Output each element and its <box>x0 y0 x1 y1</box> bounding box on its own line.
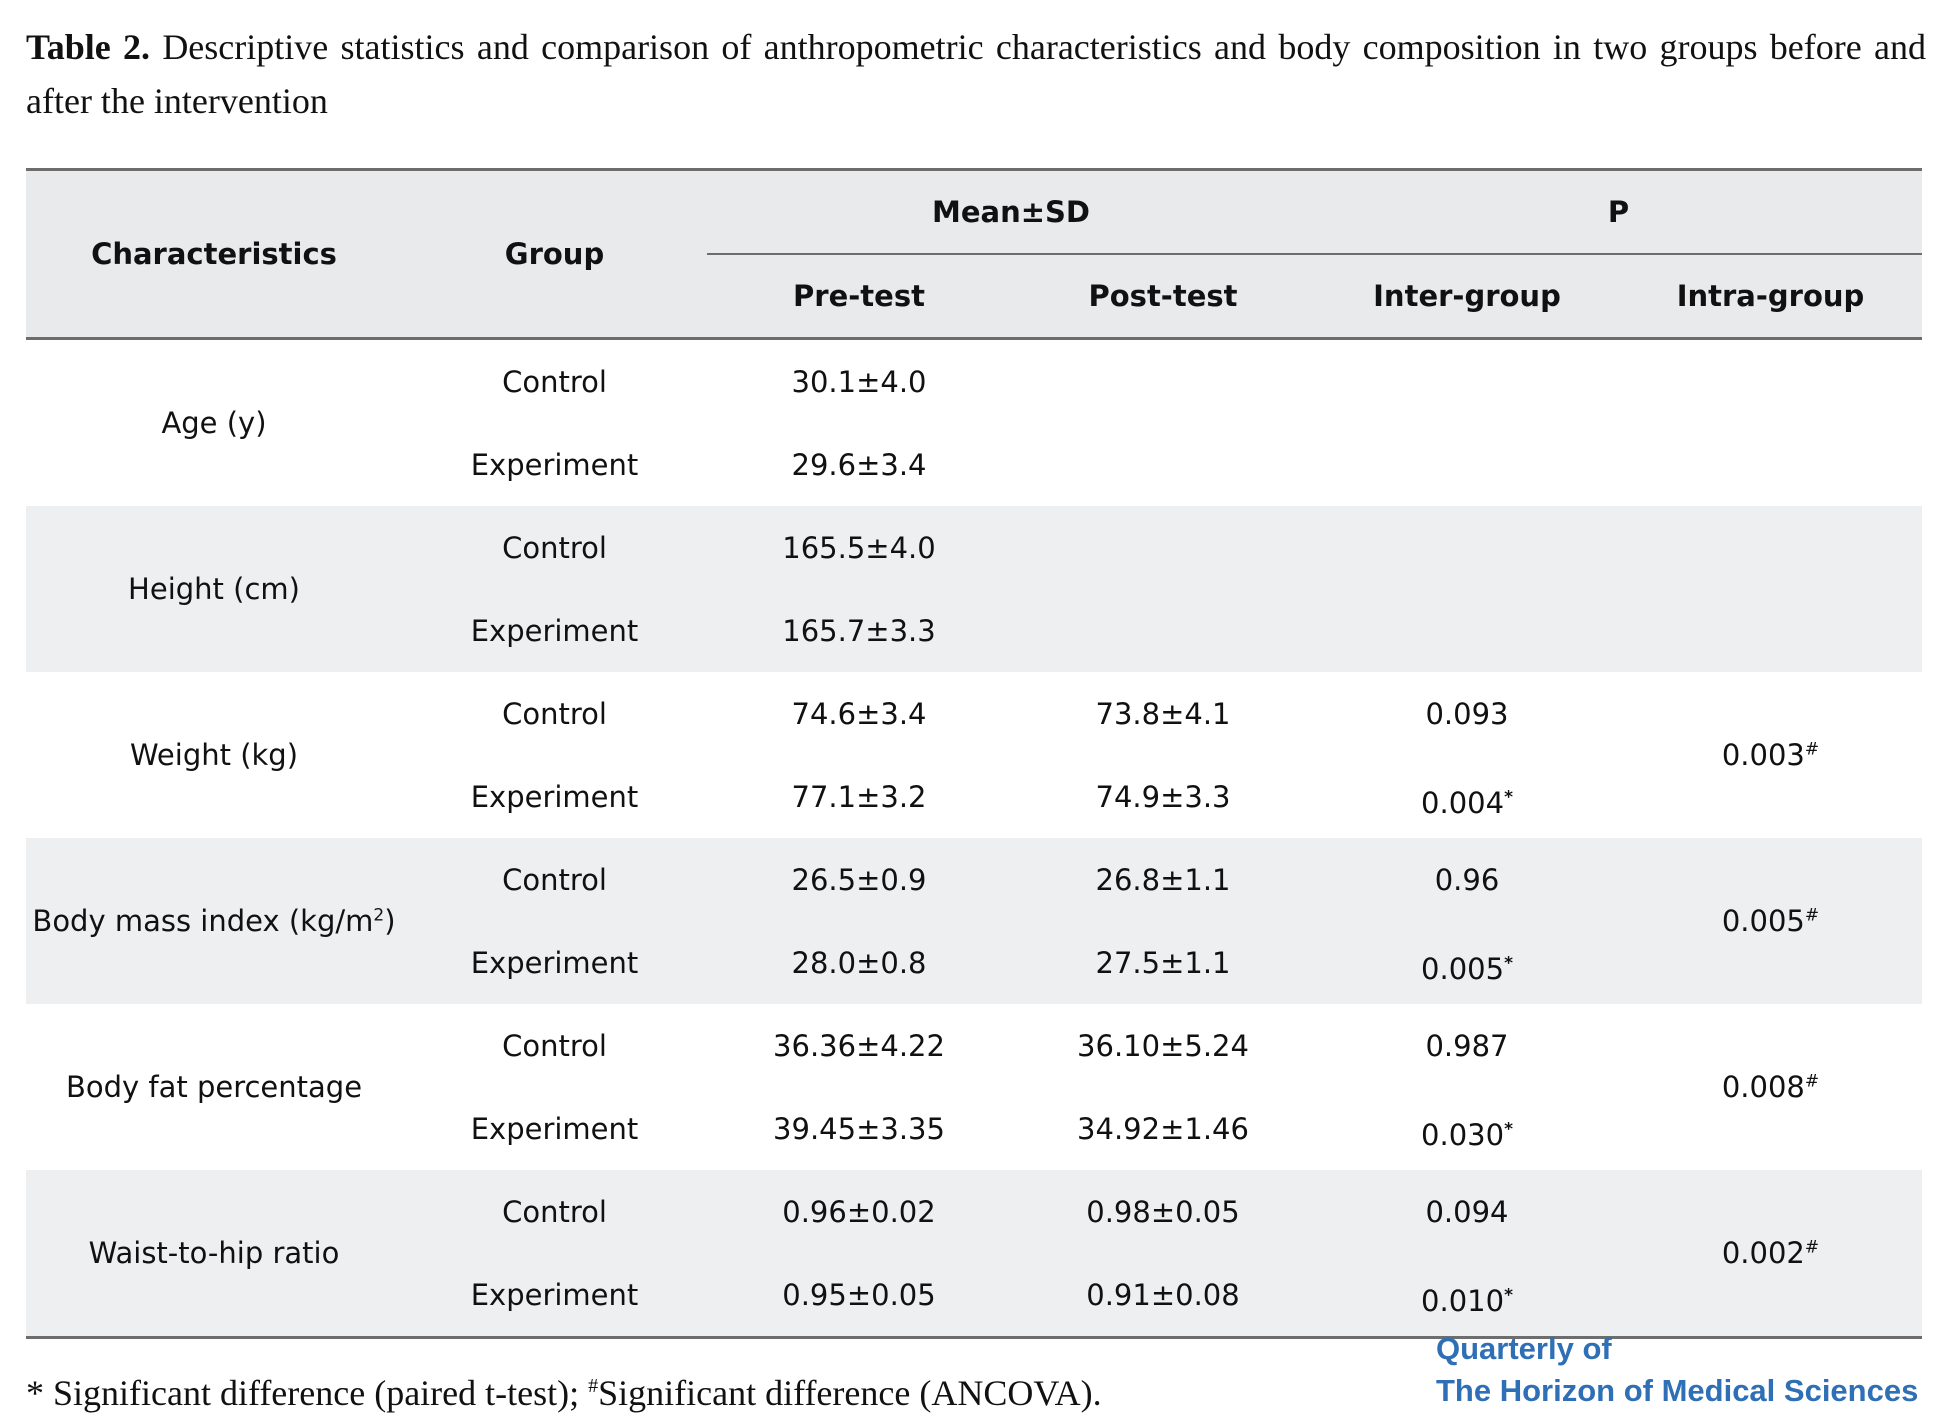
post-test-cell: 74.9±3.3 <box>1095 779 1231 814</box>
post-test-cell: 0.91±0.08 <box>1011 1253 1315 1339</box>
post-test-cell: 73.8±4.1 <box>1095 696 1231 731</box>
group-cell: Control <box>502 364 607 399</box>
post-test-cell: 0.98±0.05 <box>1086 1194 1240 1229</box>
pre-test-cell: 0.96±0.02 <box>782 1194 936 1229</box>
table-caption: Table 2. Descriptive statistics and comp… <box>26 20 1926 128</box>
post-test-cell <box>1011 423 1315 506</box>
characteristic-cell: Waist-to-hip ratio <box>26 1170 402 1339</box>
group-cell: Control <box>502 530 607 565</box>
characteristic-cell: Age (y) <box>161 406 267 440</box>
table-row: Body fat percentage Control 36.36±4.22 3… <box>26 1004 1922 1105</box>
characteristic-cell: Body mass index (kg/m2) <box>32 904 396 938</box>
intra-group-cell: 0.002# <box>1619 1170 1923 1339</box>
journal-watermark: Quarterly of The Horizon of Medical Scie… <box>1436 1328 1918 1412</box>
inter-group-cell: 0.093 <box>1425 696 1509 731</box>
pre-test-cell: 165.7±3.3 <box>782 613 936 648</box>
group-cell: Experiment <box>470 945 639 980</box>
inter-group-cell: 0.010* <box>1315 1253 1619 1339</box>
post-test-cell <box>1011 339 1315 424</box>
pre-test-cell: 74.6±3.4 <box>791 696 927 731</box>
pre-test-cell: 26.5±0.9 <box>791 862 927 897</box>
post-test-cell: 36.10±5.24 <box>1077 1028 1249 1063</box>
characteristic-cell: Weight (kg) <box>129 738 299 772</box>
table-label: Table 2. <box>26 27 151 67</box>
characteristic-cell: Body fat percentage <box>65 1070 363 1104</box>
table-row: Weight (kg) Control 74.6±3.4 73.8±4.1 0.… <box>26 672 1922 773</box>
group-cell: Control <box>502 696 607 731</box>
inter-group-cell: 0.005* <box>1421 951 1513 986</box>
table-row: Experiment 39.45±3.35 34.92±1.46 0.030* <box>26 1087 1922 1170</box>
pre-test-cell: 28.0±0.8 <box>791 945 927 980</box>
post-test-cell <box>1011 506 1315 589</box>
header-group: Group <box>402 168 707 340</box>
header-inter-group: Inter-group <box>1315 254 1619 340</box>
pre-test-cell: 30.1±4.0 <box>791 364 927 399</box>
group-cell: Control <box>502 1028 607 1063</box>
inter-group-cell: 0.96 <box>1434 862 1500 897</box>
statistics-table: Characteristics Group Mean±SD P Pre-test… <box>26 168 1923 1339</box>
inter-group-cell: 0.094 <box>1425 1194 1509 1229</box>
intra-group-cell: 0.008# <box>1721 1070 1820 1104</box>
pre-test-cell: 29.6±3.4 <box>791 447 927 482</box>
post-test-cell: 27.5±1.1 <box>1095 945 1231 980</box>
inter-group-cell <box>1315 589 1619 672</box>
group-cell: Experiment <box>402 1253 707 1339</box>
characteristic-cell: Height (cm) <box>128 572 300 606</box>
group-cell: Control <box>502 1194 607 1229</box>
pre-test-cell: 165.5±4.0 <box>782 530 936 565</box>
post-test-cell: 34.92±1.46 <box>1077 1111 1249 1146</box>
inter-group-cell: 0.987 <box>1425 1028 1509 1063</box>
intra-group-cell: 0.005# <box>1721 904 1820 938</box>
intra-group-cell <box>1619 506 1922 672</box>
table-footnote: * Significant difference (paired t-test)… <box>26 1373 1102 1413</box>
table-row: Body mass index (kg/m2) Control 26.5±0.9… <box>26 838 1923 938</box>
pre-test-cell: 39.45±3.35 <box>773 1111 945 1146</box>
inter-group-cell: 0.030* <box>1421 1117 1513 1152</box>
table-row: Age (y) Control 30.1±4.0 <box>26 339 1922 441</box>
inter-group-cell <box>1315 423 1619 506</box>
table-row: Experiment 29.6±3.4 <box>26 423 1922 506</box>
intra-group-cell: 0.003# <box>1721 738 1820 772</box>
pre-test-cell: 77.1±3.2 <box>791 779 927 814</box>
header-post-test: Post-test <box>1011 254 1315 340</box>
post-test-cell <box>1011 589 1315 672</box>
header-mean-sd: Mean±SD <box>707 168 1315 255</box>
header-p: P <box>1315 168 1923 255</box>
journal-line-1: Quarterly of <box>1436 1331 1612 1366</box>
group-cell: Experiment <box>470 779 639 814</box>
table-caption-text: Descriptive statistics and comparison of… <box>26 27 1926 121</box>
header-characteristics: Characteristics <box>26 168 402 340</box>
inter-group-cell <box>1315 506 1619 589</box>
group-cell: Control <box>502 862 607 897</box>
inter-group-cell: 0.004* <box>1421 785 1513 820</box>
table-row: Experiment 77.1±3.2 74.9±3.3 0.004* <box>26 755 1922 838</box>
group-cell: Experiment <box>470 1111 639 1146</box>
header-intra-group: Intra-group <box>1619 254 1923 340</box>
journal-line-2: The Horizon of Medical Sciences <box>1436 1373 1919 1408</box>
pre-test-cell: 0.95±0.05 <box>707 1253 1011 1339</box>
table-row: Height (cm) Control 165.5±4.0 <box>26 506 1923 606</box>
intra-group-cell <box>1619 339 1922 507</box>
group-cell: Experiment <box>470 613 639 648</box>
group-cell: Experiment <box>470 447 639 482</box>
post-test-cell: 26.8±1.1 <box>1095 862 1231 897</box>
inter-group-cell <box>1315 339 1619 424</box>
header-pre-test: Pre-test <box>707 254 1011 340</box>
table-row: Waist-to-hip ratio Control 0.96±0.02 0.9… <box>26 1170 1923 1339</box>
pre-test-cell: 36.36±4.22 <box>773 1028 945 1063</box>
